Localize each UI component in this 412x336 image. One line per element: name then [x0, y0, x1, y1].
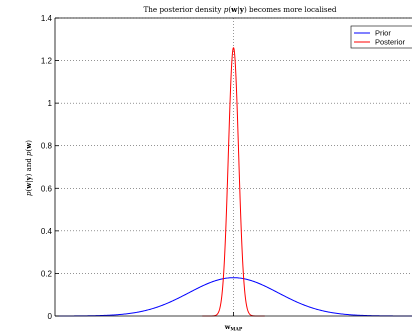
plot-axes	[54, 17, 412, 317]
y-tick-label-3: 0.6	[41, 184, 53, 193]
legend-label-posterior: Posterior	[375, 38, 406, 47]
posterior-curve	[202, 47, 265, 317]
y-tick-label-1: 0.2	[41, 269, 53, 278]
y-tick-label-5: 1	[48, 99, 53, 108]
y-axis-ticks: 0 0.2 0.4 0.6 0.8 1 1.2 1.4	[41, 14, 59, 321]
y-tick-label-7: 1.4	[41, 14, 53, 23]
chart-title: The posterior density p(w|y) becomes mor…	[144, 5, 337, 14]
grid-lines	[55, 17, 412, 316]
legend-label-prior: Prior	[375, 29, 391, 38]
y-tick-label-4: 0.8	[41, 142, 53, 151]
prior-curve	[55, 277, 412, 317]
y-tick-label-6: 1.2	[41, 57, 53, 66]
curves	[55, 47, 412, 317]
x-axis-ticks: wMAP	[224, 312, 243, 333]
x-tick-label-wmap: wMAP	[224, 323, 243, 333]
y-axis-label: p(w|y) and p(w)	[24, 140, 33, 196]
y-tick-label-2: 0.4	[41, 227, 53, 236]
y-tick-label-0: 0	[48, 312, 53, 321]
